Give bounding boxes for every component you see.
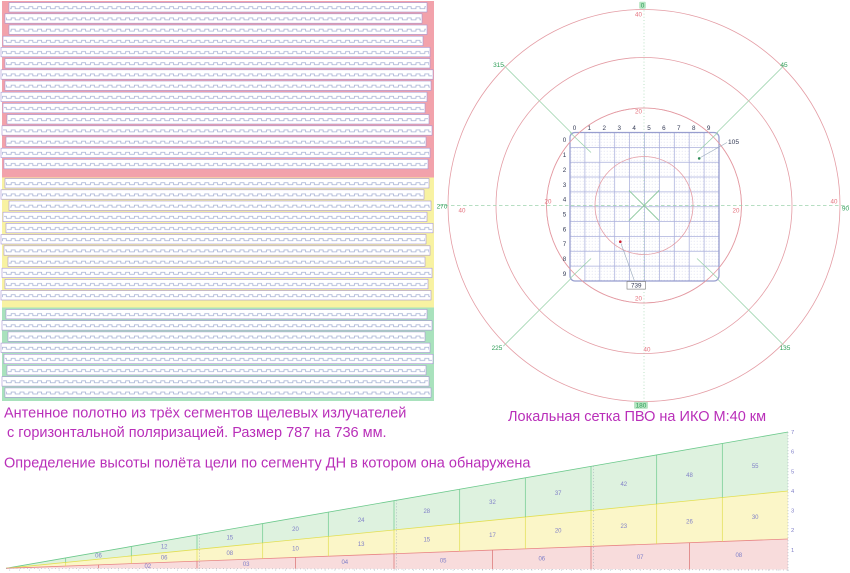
svg-text:17: 17 [489,533,496,539]
svg-text:0: 0 [563,137,567,144]
svg-text:32: 32 [489,500,496,506]
svg-text:Локальная сетка ПВО на ИКО М:4: Локальная сетка ПВО на ИКО М:40 км [508,409,766,425]
svg-text:7: 7 [791,430,794,436]
svg-text:4: 4 [791,489,795,495]
svg-text:3: 3 [791,509,794,515]
svg-text:06: 06 [95,554,102,560]
svg-text:02: 02 [144,564,151,570]
svg-text:24: 24 [358,518,365,524]
svg-text:7: 7 [677,125,681,132]
svg-text:1: 1 [588,125,592,132]
svg-text:с горизонтальной поляризацией.: с горизонтальной поляризацией. Размер 78… [7,425,387,441]
svg-text:180: 180 [636,403,647,410]
svg-text:15: 15 [423,538,430,544]
svg-text:08: 08 [735,553,742,559]
svg-text:6: 6 [791,450,794,456]
svg-text:8: 8 [692,125,696,132]
svg-text:20: 20 [635,109,642,116]
svg-text:2: 2 [603,125,607,132]
svg-text:06: 06 [538,557,545,563]
svg-text:37: 37 [555,491,562,497]
svg-text:40: 40 [831,199,838,206]
svg-text:06: 06 [161,556,168,562]
svg-text:40: 40 [635,12,642,19]
svg-text:Антенное полотно из трёх сегме: Антенное полотно из трёх сегментов щелев… [4,406,406,422]
svg-text:9: 9 [707,125,711,132]
svg-text:6: 6 [563,226,567,233]
svg-text:2: 2 [563,167,567,174]
svg-text:Определение высоты полёта цели: Определение высоты полёта цели по сегмен… [4,456,531,472]
svg-text:30: 30 [752,515,759,521]
svg-text:23: 23 [620,524,627,530]
svg-text:8: 8 [563,256,567,263]
svg-text:270: 270 [437,204,448,211]
svg-text:48: 48 [686,473,693,479]
svg-text:3: 3 [617,125,621,132]
svg-text:55: 55 [752,464,759,470]
svg-text:40: 40 [459,208,466,215]
svg-text:13: 13 [358,542,365,548]
svg-text:135: 135 [780,345,791,352]
svg-text:9: 9 [563,271,567,278]
svg-text:1: 1 [563,152,567,159]
svg-text:3: 3 [563,182,567,189]
svg-text:225: 225 [492,345,503,352]
svg-text:4: 4 [632,125,636,132]
svg-text:0: 0 [641,3,645,10]
svg-text:0: 0 [573,125,577,132]
svg-text:15: 15 [226,536,233,542]
svg-text:40: 40 [644,347,651,354]
svg-text:08: 08 [226,551,233,557]
svg-text:42: 42 [620,482,627,488]
svg-text:20: 20 [555,529,562,535]
svg-text:5: 5 [647,125,651,132]
svg-text:105: 105 [728,139,739,146]
svg-text:5: 5 [791,469,794,475]
svg-text:4: 4 [563,197,567,204]
svg-text:05: 05 [440,558,447,564]
svg-text:315: 315 [493,62,504,69]
svg-text:2: 2 [791,528,794,534]
svg-text:6: 6 [662,125,666,132]
svg-text:1: 1 [791,548,794,554]
svg-text:20: 20 [733,208,740,215]
svg-text:20: 20 [635,296,642,303]
svg-text:03: 03 [243,562,250,568]
svg-text:04: 04 [341,560,348,566]
svg-text:20: 20 [545,199,552,206]
svg-text:12: 12 [161,545,168,551]
svg-text:10: 10 [292,547,299,553]
svg-text:7: 7 [563,241,567,248]
svg-text:5: 5 [563,212,567,219]
svg-text:45: 45 [780,62,788,69]
svg-text:26: 26 [686,520,693,526]
svg-text:739: 739 [631,283,642,290]
svg-text:20: 20 [292,527,299,533]
svg-text:07: 07 [637,555,644,561]
svg-text:28: 28 [423,509,430,515]
svg-text:90: 90 [842,206,850,213]
